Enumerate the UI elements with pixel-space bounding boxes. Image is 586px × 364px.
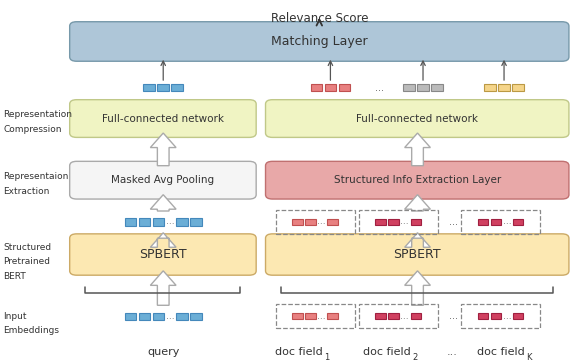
Bar [461,304,540,328]
Polygon shape [151,133,176,166]
Text: ...: ... [447,347,458,357]
Bar [328,313,338,320]
Polygon shape [151,233,176,247]
Bar [153,313,165,320]
FancyBboxPatch shape [70,22,569,61]
Text: Compression: Compression [4,125,62,134]
FancyBboxPatch shape [265,234,569,275]
Bar [431,84,443,91]
Bar [171,84,183,91]
Bar [389,313,399,320]
Bar [139,313,151,320]
Bar [389,219,399,225]
Text: 1: 1 [324,353,329,362]
Bar [325,84,336,91]
Bar [403,84,415,91]
Bar [513,313,523,320]
Bar [498,84,510,91]
Bar [478,313,488,320]
Bar [478,219,488,225]
Polygon shape [151,195,176,211]
Polygon shape [405,133,430,166]
FancyBboxPatch shape [70,161,256,199]
Bar [512,84,524,91]
Text: SPBERT: SPBERT [139,248,187,261]
Bar [339,84,350,91]
Bar [276,304,355,328]
Bar [376,219,386,225]
Bar [190,313,202,320]
Polygon shape [405,271,430,305]
Bar [490,219,501,225]
Bar [359,304,438,328]
Text: Representation: Representation [4,110,73,119]
Text: ...: ... [449,217,458,227]
Bar [153,218,165,226]
FancyBboxPatch shape [70,100,256,137]
FancyBboxPatch shape [265,161,569,199]
FancyBboxPatch shape [265,100,569,137]
Text: Structured Info Extraction Layer: Structured Info Extraction Layer [333,175,501,185]
Bar [276,210,355,234]
Text: Extraction: Extraction [4,187,50,195]
Bar [411,219,421,225]
Text: doc field: doc field [363,347,410,357]
Polygon shape [151,271,176,305]
Text: doc field: doc field [476,347,524,357]
Bar [417,84,429,91]
Text: Masked Avg Pooling: Masked Avg Pooling [111,175,214,185]
Bar [305,313,316,320]
Bar [144,84,155,91]
Bar [376,313,386,320]
Bar [292,313,303,320]
Text: K: K [526,353,532,362]
Bar [190,218,202,226]
Bar [305,219,316,225]
Polygon shape [405,195,430,211]
Text: Matching Layer: Matching Layer [271,35,367,48]
Text: ...: ... [375,83,384,93]
Bar [139,218,151,226]
Text: ...: ... [166,312,175,321]
Bar [176,313,188,320]
Bar [292,219,303,225]
Bar [490,313,501,320]
Bar [484,84,496,91]
Text: Embeddings: Embeddings [4,326,60,335]
Text: BERT: BERT [4,272,26,281]
Bar [311,84,322,91]
Text: Relevance Score: Relevance Score [271,12,368,25]
Text: doc field: doc field [275,347,323,357]
Text: ...: ... [318,217,326,226]
Text: Full-connected network: Full-connected network [356,114,478,123]
Bar [176,218,188,226]
Bar [328,219,338,225]
Polygon shape [405,233,430,247]
Bar [125,313,137,320]
Text: ...: ... [318,312,326,321]
Bar [411,313,421,320]
Text: Input: Input [4,312,27,321]
Text: Representaion: Representaion [4,172,69,181]
Text: Full-connected network: Full-connected network [102,114,224,123]
Text: ...: ... [400,312,409,321]
Bar [359,210,438,234]
Bar [461,210,540,234]
FancyBboxPatch shape [70,234,256,275]
Text: 2: 2 [412,353,417,362]
Text: ...: ... [166,217,175,226]
Text: ...: ... [503,217,511,226]
Text: ...: ... [503,312,511,321]
Text: ...: ... [400,217,409,226]
Bar [125,218,137,226]
Text: ...: ... [449,311,458,321]
Text: query: query [147,347,179,357]
Text: Structured: Structured [4,243,52,252]
Bar [513,219,523,225]
Text: SPBERT: SPBERT [393,248,441,261]
Bar [158,84,169,91]
Text: Pretrained: Pretrained [4,257,50,266]
